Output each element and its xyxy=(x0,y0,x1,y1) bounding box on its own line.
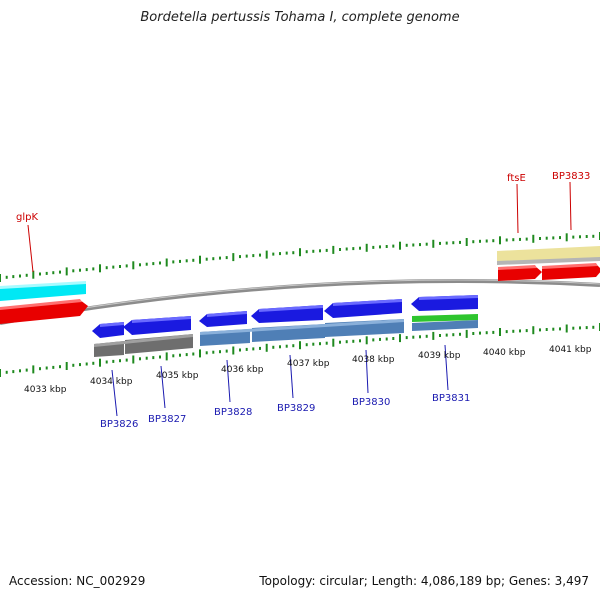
outer-tick-ring xyxy=(0,232,600,282)
scale-label-4041: 4041 kbp xyxy=(549,345,592,355)
label-ftsE: ftsE xyxy=(507,173,526,184)
scale-label-4035: 4035 kbp xyxy=(156,371,199,381)
gene-ftsE-red[interactable] xyxy=(498,266,542,281)
gene-BP3827[interactable] xyxy=(125,334,193,354)
inner-tick-ring xyxy=(0,323,600,377)
feature-labels-top: glpK ftsE BP3833 xyxy=(16,171,590,273)
scale-label-4033: 4033 kbp xyxy=(24,385,67,395)
gene-BP3831-green[interactable] xyxy=(412,314,478,322)
scale-label-4037: 4037 kbp xyxy=(287,359,330,369)
label-BP3826: BP3826 xyxy=(100,419,138,430)
accession-text: Accession: NC_002929 xyxy=(9,574,146,588)
genome-summary-text: Topology: circular; Length: 4,086,189 bp… xyxy=(259,574,589,588)
label-BP3828: BP3828 xyxy=(214,407,252,418)
label-BP3830: BP3830 xyxy=(352,397,390,408)
scale-label-4038: 4038 kbp xyxy=(352,355,395,365)
scale-label-4039: 4039 kbp xyxy=(418,351,461,361)
gene-row xyxy=(94,314,478,357)
scale-label-4040: 4040 kbp xyxy=(483,348,526,358)
label-BP3827: BP3827 xyxy=(148,414,186,425)
label-glpK: glpK xyxy=(16,212,38,223)
scale-label-4036: 4036 kbp xyxy=(221,365,264,375)
gene-BP3831[interactable] xyxy=(412,320,478,331)
label-BP3829: BP3829 xyxy=(277,403,315,414)
map-title: Bordetella pertussis Tohama I, complete … xyxy=(140,10,460,25)
cds-row xyxy=(92,295,478,338)
scale-labels: 4033 kbp 4034 kbp 4035 kbp 4036 kbp 4037… xyxy=(24,345,592,395)
label-BP3833: BP3833 xyxy=(552,171,590,182)
scale-label-4034: 4034 kbp xyxy=(90,377,133,387)
feature-labels-bottom: BP3826 BP3827 BP3828 BP3829 BP3830 BP383… xyxy=(100,344,470,430)
label-BP3831: BP3831 xyxy=(432,393,470,404)
